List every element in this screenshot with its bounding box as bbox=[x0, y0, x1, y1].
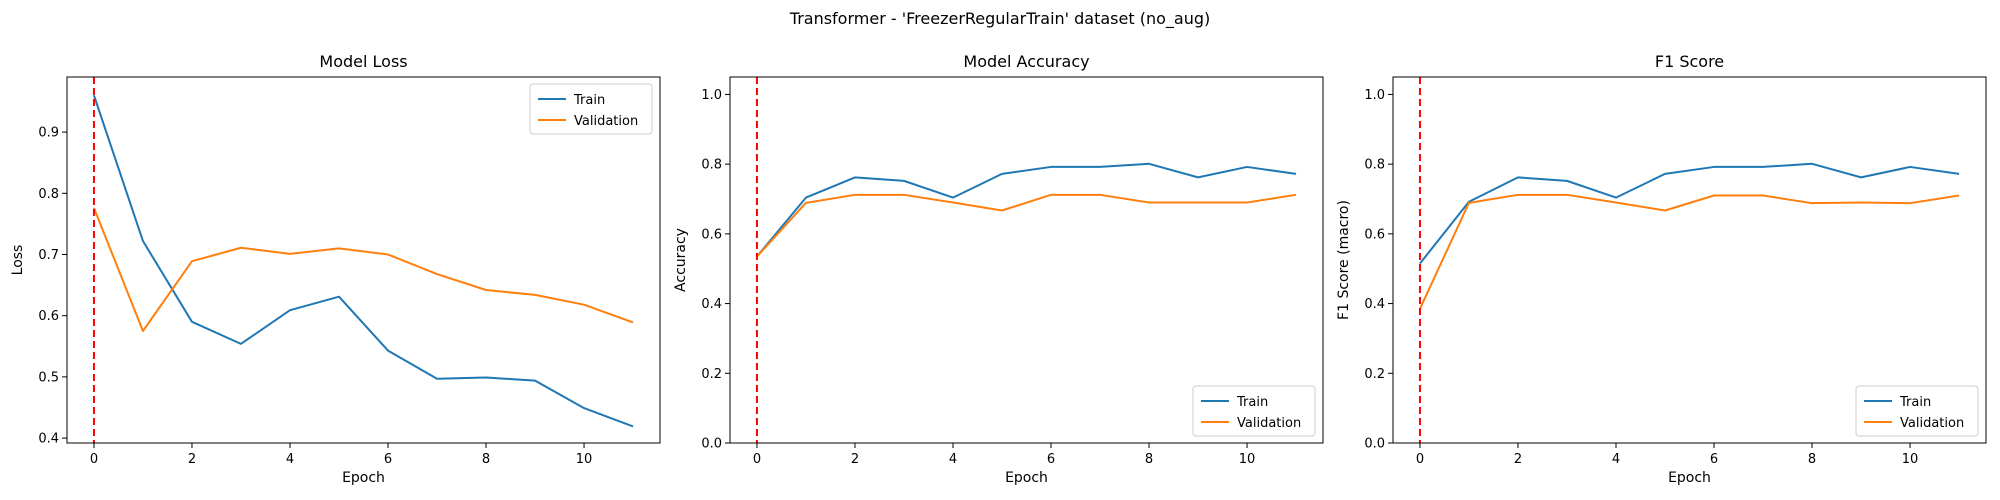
y-tick-label: 1.0 bbox=[1364, 88, 1385, 103]
legend-label-train: Train bbox=[573, 93, 605, 108]
y-tick-label: 0.0 bbox=[1364, 437, 1385, 452]
series-line-validation bbox=[756, 193, 1297, 258]
legend-box bbox=[1855, 385, 1979, 437]
x-tick-label: 10 bbox=[576, 452, 593, 467]
y-axis-label: Loss bbox=[10, 245, 26, 276]
chart-panel-1: Model Loss 0 2 4 6 8 10 0.4 0.5 0.6 0.7 0.8 0.9 Epoch… bbox=[10, 52, 661, 486]
plot-frame bbox=[729, 76, 1324, 444]
x-axis-label: Epoch bbox=[1668, 470, 1711, 486]
x-tick-label: 0 bbox=[1416, 452, 1424, 467]
y-tick-label: 0.6 bbox=[38, 309, 59, 324]
x-tick-label: 4 bbox=[1612, 452, 1620, 467]
y-tick-label: 0.7 bbox=[38, 248, 59, 263]
y-tick-label: 0.4 bbox=[701, 297, 722, 312]
x-tick-label: 2 bbox=[188, 452, 196, 467]
chart-title: Model Accuracy bbox=[963, 52, 1089, 71]
plot-area bbox=[92, 77, 634, 443]
chart-title: Model Loss bbox=[319, 52, 407, 71]
figure-suptitle: Transformer - 'FreezerRegularTrain' data… bbox=[789, 9, 1210, 29]
x-tick-label: 2 bbox=[851, 452, 859, 467]
y-tick-label: 0.8 bbox=[701, 158, 722, 173]
y-tick-label: 0.2 bbox=[1364, 367, 1385, 382]
series-line-train bbox=[93, 95, 634, 428]
y-tick-label: 0.6 bbox=[701, 227, 722, 242]
legend-box bbox=[529, 83, 653, 135]
x-tick-label: 6 bbox=[1047, 452, 1055, 467]
x-axis-label: Epoch bbox=[342, 470, 385, 486]
plot-frame bbox=[1392, 76, 1987, 444]
x-tick-label: 4 bbox=[286, 452, 294, 467]
x-tick-label: 6 bbox=[384, 452, 392, 467]
legend-label-validation: Validation bbox=[574, 114, 638, 129]
y-tick-label: 0.5 bbox=[38, 370, 59, 385]
legend: Train Validation bbox=[1192, 385, 1316, 437]
y-tick-label: 1.0 bbox=[701, 88, 722, 103]
legend-label-train: Train bbox=[1236, 395, 1268, 410]
y-tick-label: 0.4 bbox=[1364, 297, 1385, 312]
legend-label-validation: Validation bbox=[1900, 416, 1964, 431]
legend-box bbox=[1192, 385, 1316, 437]
y-tick-label: 0.8 bbox=[1364, 158, 1385, 173]
y-tick-label: 0.9 bbox=[38, 126, 59, 141]
x-tick-label: 10 bbox=[1239, 452, 1256, 467]
y-axis-label: F1 Score (macro) bbox=[1336, 200, 1352, 320]
y-tick-label: 0.4 bbox=[38, 432, 59, 447]
series-line-validation bbox=[1419, 193, 1960, 310]
y-tick-label: 0.0 bbox=[701, 437, 722, 452]
x-tick-label: 8 bbox=[482, 452, 490, 467]
series-line-train bbox=[1419, 162, 1960, 265]
x-tick-label: 8 bbox=[1145, 452, 1153, 467]
legend: Train Validation bbox=[529, 83, 653, 135]
y-tick-label: 0.6 bbox=[1364, 227, 1385, 242]
series-line-train bbox=[756, 162, 1297, 258]
y-tick-label: 0.8 bbox=[38, 187, 59, 202]
plot-area bbox=[1418, 77, 1960, 443]
x-tick-label: 2 bbox=[1514, 452, 1522, 467]
x-tick-label: 10 bbox=[1902, 452, 1919, 467]
x-tick-label: 0 bbox=[90, 452, 98, 467]
chart-panel-2: Model Accuracy 0 2 4 6 8 10 0.0 0.2 0.4 0.6 0.8 1.0 E… bbox=[673, 52, 1324, 486]
legend-label-validation: Validation bbox=[1237, 416, 1301, 431]
x-tick-label: 4 bbox=[949, 452, 957, 467]
chart-panel-3: F1 Score 0 2 4 6 8 10 0.0 0.2 0.4 0.6 0.8 1.0 Epoch F1… bbox=[1336, 52, 1987, 486]
plot-frame bbox=[66, 76, 661, 444]
x-tick-label: 0 bbox=[753, 452, 761, 467]
x-tick-label: 6 bbox=[1710, 452, 1718, 467]
x-axis-label: Epoch bbox=[1005, 470, 1048, 486]
y-tick-label: 0.2 bbox=[701, 367, 722, 382]
legend-label-train: Train bbox=[1899, 395, 1931, 410]
y-axis-label: Accuracy bbox=[673, 228, 689, 292]
legend: Train Validation bbox=[1855, 385, 1979, 437]
chart-title: F1 Score bbox=[1655, 52, 1724, 71]
x-tick-label: 8 bbox=[1808, 452, 1816, 467]
plot-area bbox=[755, 77, 1297, 443]
series-line-validation bbox=[93, 207, 634, 332]
